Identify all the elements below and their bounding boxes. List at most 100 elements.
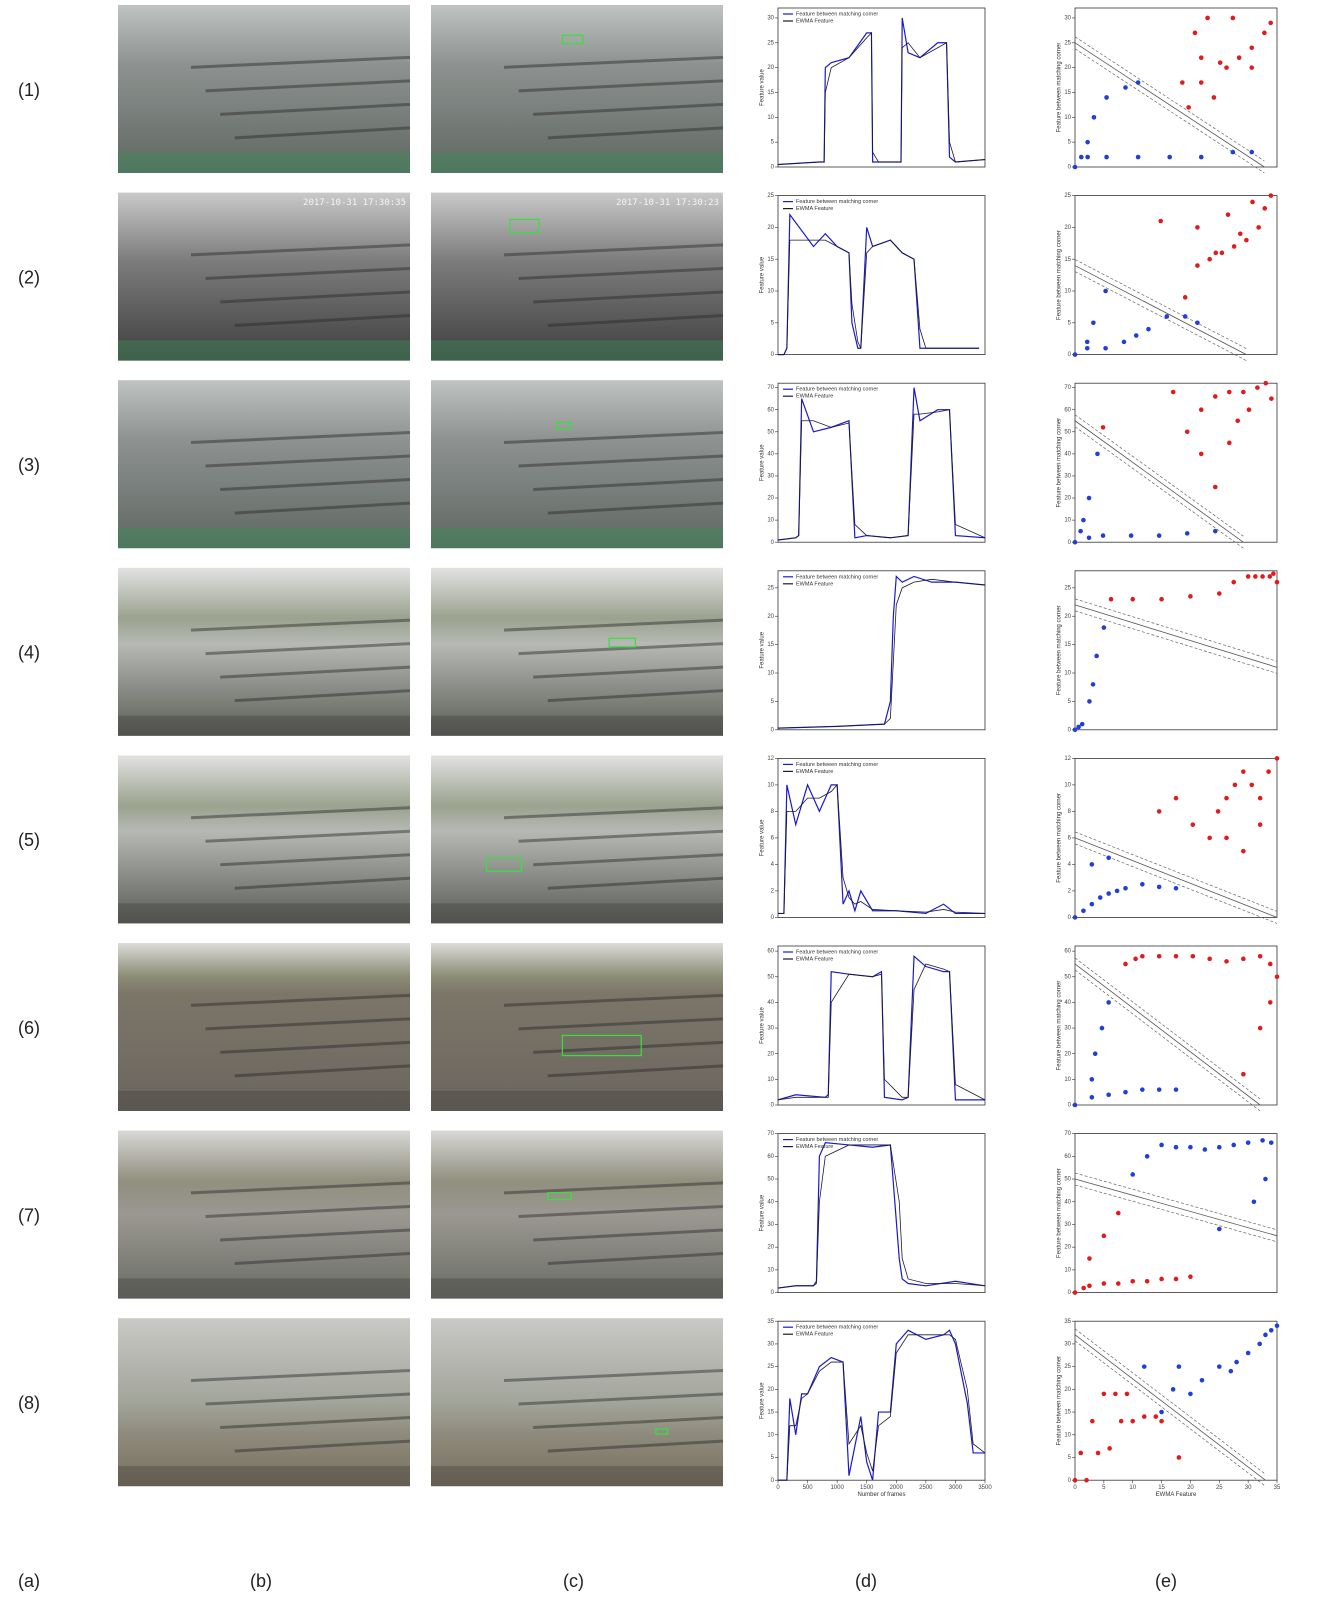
scatter-point	[1180, 80, 1185, 85]
scatter-point	[1173, 1087, 1179, 1092]
photo-structure	[533, 102, 724, 116]
y-tick-label: 25	[767, 585, 774, 591]
scatter-point	[1085, 154, 1090, 160]
scatter-point	[1207, 835, 1212, 841]
scatter-point	[1086, 495, 1092, 501]
scatter-point	[1118, 1418, 1124, 1424]
y-tick-label: 10	[1064, 671, 1071, 677]
y-axis-label: Feature between matching corner	[1057, 981, 1063, 1071]
scatter-point	[1250, 199, 1255, 205]
y-tick-label: 50	[1064, 1177, 1071, 1183]
scatter-point	[1084, 345, 1090, 351]
scatter-point	[1123, 1089, 1128, 1095]
scatter-point	[1170, 1387, 1176, 1392]
photo-image	[431, 380, 723, 549]
y-tick-label: 5	[771, 140, 775, 146]
scatter-point	[1216, 1226, 1222, 1232]
photo	[118, 1318, 411, 1487]
scatter-point	[1095, 451, 1100, 457]
photo-structure	[220, 478, 411, 492]
scatter-point	[1072, 352, 1078, 357]
photo-image	[431, 943, 723, 1111]
photo	[431, 567, 724, 736]
scatter-point	[1245, 574, 1251, 579]
x-tick-label: 10	[1129, 1485, 1136, 1491]
x-tick-label: 30	[1245, 1485, 1252, 1491]
scatter-point	[1103, 288, 1108, 294]
scatter-point	[1274, 756, 1280, 761]
line-chart: 0 5 10 15 20 25 Feature value Feature between m…	[760, 193, 986, 358]
y-tick-label: 0	[1068, 352, 1072, 358]
y-tick-label: 50	[767, 429, 774, 435]
photo	[118, 943, 411, 1111]
detection-box	[547, 1192, 572, 1201]
photo-structure	[533, 665, 724, 679]
photo-bank	[431, 528, 723, 549]
photo-structure	[547, 1251, 724, 1265]
scatter-point	[1245, 1350, 1251, 1356]
scatter-point	[1078, 528, 1083, 534]
scatter-point	[1230, 15, 1236, 21]
y-tick-label: 0	[1068, 1478, 1072, 1484]
photo-structure	[205, 454, 411, 468]
scatter-point	[1104, 95, 1109, 100]
legend-label: Feature between matching corner	[796, 199, 878, 205]
y-tick-label: 30	[1064, 1026, 1071, 1032]
scatter-point	[1211, 95, 1217, 100]
y-axis-label: Feature between matching corner	[1057, 230, 1063, 320]
photo	[118, 1130, 411, 1299]
y-tick-label: 30	[1064, 1341, 1071, 1347]
series-line	[777, 578, 986, 729]
scatter-point	[1072, 1102, 1078, 1108]
scatter-point	[1159, 1418, 1164, 1424]
series-line	[777, 409, 986, 541]
y-tick-label: 4	[771, 862, 775, 868]
scatter-point	[1216, 591, 1222, 596]
scatter-chart: 0 5 10 15 20 25 30 35 0 5 10 15 20 25 30 35 EWMA Feature…	[1057, 1319, 1281, 1498]
legend-label: EWMA Feature	[796, 1332, 833, 1338]
y-tick-label: 10	[767, 518, 774, 524]
scatter-point	[1089, 1077, 1095, 1082]
x-tick-label: 35	[1274, 1485, 1281, 1491]
scatter-point	[1072, 1477, 1078, 1483]
scatter-point	[1072, 164, 1078, 170]
photo-structure	[234, 126, 411, 140]
photo-image	[118, 943, 410, 1111]
y-tick-label: 70	[767, 385, 774, 391]
decision-boundary	[1074, 42, 1265, 168]
series-line	[778, 239, 980, 355]
scatter-chart: 0 5 10 15 20 25 Feature between matching corne…	[1057, 570, 1280, 733]
row-label: (5)	[18, 830, 40, 850]
scatter-point	[1176, 1455, 1182, 1460]
x-tick-label: 3500	[978, 1485, 992, 1491]
scatter-point	[1246, 407, 1252, 413]
decision-boundary	[1074, 963, 1261, 1106]
y-tick-label: 35	[1064, 1319, 1071, 1325]
x-tick-label: 20	[1187, 1485, 1194, 1491]
y-tick-label: 25	[767, 1364, 774, 1370]
photo: 2017-10-31 17:30:35	[118, 192, 411, 361]
scatter-point	[1158, 218, 1163, 224]
photo-image	[431, 1130, 723, 1299]
y-tick-label: 0	[771, 1290, 775, 1296]
photo-structure	[234, 689, 411, 703]
photo-bank	[431, 903, 723, 924]
photo-structure	[205, 829, 411, 843]
x-tick-label: 1500	[860, 1485, 874, 1491]
y-axis-label: Feature value	[760, 631, 766, 668]
photo-structure	[518, 266, 724, 280]
y-tick-label: 5	[1068, 140, 1072, 146]
x-tick-label: 25	[1216, 1485, 1223, 1491]
scatter-point	[1262, 30, 1267, 36]
scatter-point	[1103, 345, 1108, 351]
scatter-point	[1156, 809, 1162, 814]
scatter-point	[1140, 1087, 1145, 1092]
scatter-point	[1173, 1276, 1179, 1282]
legend-label: Feature between matching corner	[796, 762, 878, 768]
scatter-point	[1144, 1154, 1150, 1159]
legend-label: Feature between matching corner	[796, 11, 878, 17]
photo-bank	[118, 903, 410, 924]
scatter-point	[1084, 1477, 1089, 1483]
line-chart: 0 5 10 15 20 25 30 35 0 500 1000 1500 2000 2500 3000 35…	[760, 1319, 993, 1498]
series-line	[777, 31, 986, 165]
